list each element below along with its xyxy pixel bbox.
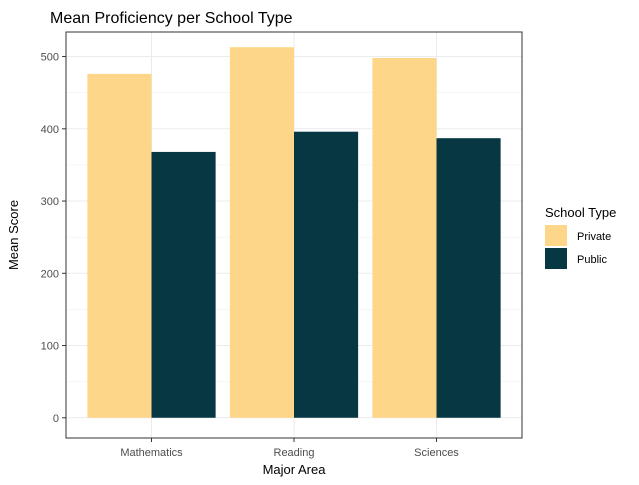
y-axis: 0 100 200 300 400 500	[41, 52, 66, 425]
y-tick-label: 400	[41, 124, 59, 136]
x-tick-label: Sciences	[414, 447, 459, 459]
legend-swatch-private	[545, 225, 567, 246]
legend-title: School Type	[545, 205, 616, 220]
bar-public-reading	[294, 131, 359, 418]
y-tick-label: 300	[41, 196, 59, 208]
x-tick-label: Reading	[274, 447, 315, 459]
y-tick-label: 100	[41, 341, 59, 353]
bar-public-sciences	[436, 138, 501, 418]
y-axis-title: Mean Score	[6, 200, 21, 270]
bar-public-mathematics	[151, 151, 216, 418]
bar-private-reading	[229, 47, 294, 418]
legend: School Type Private Public	[545, 205, 616, 269]
legend-label-private: Private	[577, 231, 611, 243]
x-axis: Mathematics Reading Sciences	[120, 438, 459, 459]
y-tick-label: 200	[41, 268, 59, 280]
legend-swatch-public	[545, 248, 567, 269]
y-tick-label: 0	[53, 413, 59, 425]
x-axis-title: Major Area	[263, 462, 327, 477]
chart-title: Mean Proficiency per School Type	[50, 10, 293, 27]
legend-label-public: Public	[577, 254, 607, 266]
bar-private-mathematics	[87, 73, 152, 418]
y-tick-label: 500	[41, 52, 59, 64]
x-tick-label: Mathematics	[120, 447, 183, 459]
bars	[87, 47, 501, 418]
bar-private-sciences	[372, 58, 437, 418]
